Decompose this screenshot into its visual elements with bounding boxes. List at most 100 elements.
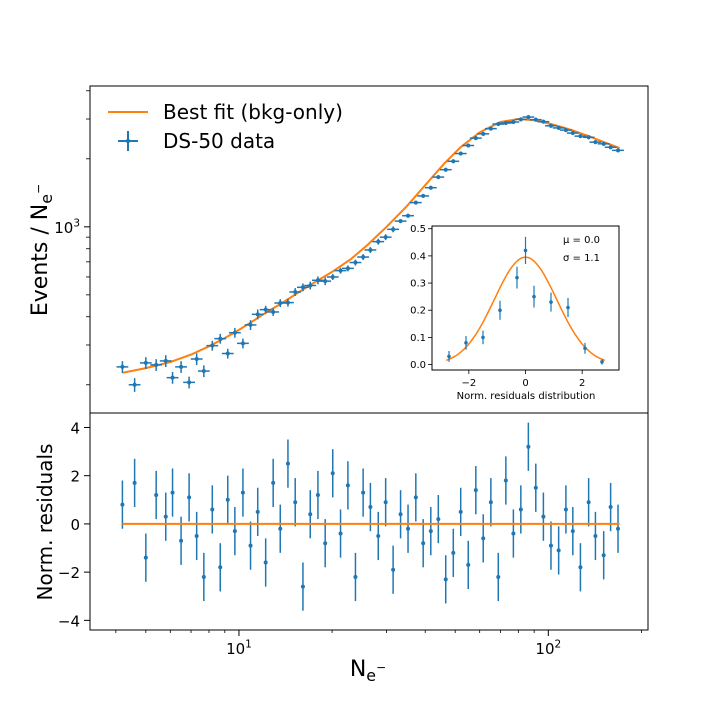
data-point-residual xyxy=(293,478,298,527)
data-point-main xyxy=(477,131,490,136)
inset-marker xyxy=(464,341,468,345)
marker-main xyxy=(201,369,206,374)
marker-residual xyxy=(248,543,253,548)
inset-xtick-label: −2 xyxy=(461,378,476,389)
marker-residual xyxy=(488,500,493,505)
data-point-residual xyxy=(428,507,433,556)
inset-point xyxy=(566,298,570,318)
marker-main xyxy=(391,227,396,232)
marker-main xyxy=(383,235,388,240)
data-point-residual xyxy=(541,492,546,541)
inset-ytick-label: 0.2 xyxy=(410,306,426,317)
marker-main xyxy=(240,341,245,346)
marker-residual xyxy=(210,507,215,512)
data-point-main xyxy=(357,254,370,261)
data-point-residual xyxy=(503,456,508,505)
marker-residual xyxy=(154,492,159,497)
data-point-main xyxy=(183,376,196,389)
data-point-residual xyxy=(391,545,396,594)
inset-xlabel: Norm. residuals distribution xyxy=(457,391,596,402)
marker-residual xyxy=(503,478,508,483)
inset-annotation-mu: μ = 0.0 xyxy=(563,235,600,246)
data-point-residual xyxy=(511,509,516,558)
data-point-residual xyxy=(451,528,456,577)
inset-ytick-label: 0.4 xyxy=(410,251,426,262)
inset-point xyxy=(549,292,553,312)
marker-main xyxy=(563,128,568,133)
data-point-residual xyxy=(345,461,350,510)
inset-marker xyxy=(583,346,587,351)
data-point-main xyxy=(206,340,219,351)
inset-point xyxy=(523,236,528,265)
data-point-main xyxy=(545,123,557,128)
marker-residual xyxy=(201,574,206,579)
data-point-main xyxy=(507,120,520,125)
marker-main xyxy=(458,151,463,156)
data-point-main xyxy=(432,175,445,180)
data-point-main xyxy=(175,361,187,373)
data-point-main xyxy=(462,143,475,148)
marker-main xyxy=(271,309,276,314)
marker-residual xyxy=(570,529,575,534)
marker-main xyxy=(578,134,583,139)
marker-main xyxy=(353,260,358,265)
marker-residual xyxy=(548,543,553,548)
data-point-main xyxy=(251,309,264,320)
data-point-residual xyxy=(586,478,591,527)
data-point-main xyxy=(417,193,430,198)
marker-residual xyxy=(391,567,396,572)
marker-main xyxy=(248,322,253,327)
inset-marker xyxy=(515,275,519,280)
inset-xtick-label: 2 xyxy=(579,378,585,389)
marker-residual xyxy=(218,565,223,570)
marker-main xyxy=(187,380,192,385)
marker-main xyxy=(345,266,350,271)
data-point-residual xyxy=(132,458,137,508)
data-point-main xyxy=(159,355,172,367)
xlabel: Ne− xyxy=(350,657,386,685)
inset-point xyxy=(498,300,502,320)
marker-residual xyxy=(361,490,366,495)
marker-main xyxy=(154,362,159,367)
residual-ytick-label: 2 xyxy=(70,468,80,486)
data-point-residual xyxy=(548,521,553,570)
data-point-main xyxy=(439,167,452,172)
residuals-frame xyxy=(89,412,649,631)
data-point-main xyxy=(237,338,249,349)
marker-main xyxy=(179,364,184,369)
marker-main xyxy=(428,185,433,190)
data-point-main xyxy=(267,308,280,316)
xtick-label: 102 xyxy=(535,639,561,658)
marker-main xyxy=(398,219,403,224)
data-point-main xyxy=(499,121,512,126)
marker-main xyxy=(406,213,411,218)
data-point-residual xyxy=(481,514,486,563)
marker-main xyxy=(503,121,508,126)
data-point-main xyxy=(128,378,141,392)
data-point-residual xyxy=(361,468,366,517)
data-point-main xyxy=(574,134,587,139)
data-point-main xyxy=(560,128,572,133)
marker-residual xyxy=(330,471,335,476)
data-point-residual xyxy=(218,543,223,592)
marker-residual xyxy=(194,533,199,538)
marker-residual xyxy=(308,512,313,517)
marker-main xyxy=(218,336,223,341)
marker-residual xyxy=(368,505,373,510)
inset-marker xyxy=(600,360,604,364)
main-ylabel: Events / Ne− xyxy=(28,184,56,316)
marker-residual xyxy=(511,531,516,536)
data-point-main xyxy=(319,277,332,286)
marker-residual xyxy=(383,500,388,505)
data-point-main xyxy=(304,281,317,290)
data-point-residual xyxy=(315,470,320,520)
marker-residual xyxy=(563,507,568,512)
inset-point xyxy=(481,330,485,345)
legend-errorbar-marker xyxy=(125,138,131,144)
marker-residual xyxy=(263,560,268,565)
data-point-main xyxy=(214,333,227,344)
data-point-main xyxy=(244,320,257,330)
data-point-residual xyxy=(578,543,583,592)
data-point-residual xyxy=(323,519,328,568)
xtick-label: 101 xyxy=(226,639,252,658)
